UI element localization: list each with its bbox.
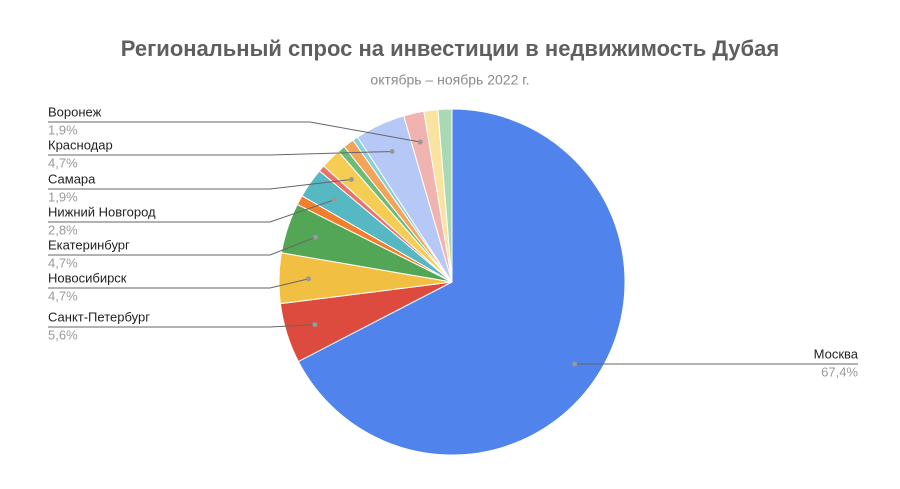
leader-dot: [305, 276, 311, 282]
leader-dot: [312, 322, 318, 328]
slice-value-label: 5,6%: [48, 327, 78, 342]
pie-slice: [437, 108, 453, 283]
slice-value-label: 4,7%: [48, 155, 78, 170]
leader-line: [48, 179, 352, 190]
leader-dot: [389, 149, 395, 155]
slice-value-label: 2,8%: [48, 222, 78, 237]
slice-value-label: 4,7%: [48, 255, 78, 270]
leader-dot: [417, 139, 423, 145]
slice-value-label: 4,7%: [48, 288, 78, 303]
slice-label: Краснодар: [48, 137, 113, 152]
slice-value-label: 1,9%: [48, 189, 78, 204]
slice-label: Москва: [814, 346, 859, 361]
slice-label: Воронеж: [48, 104, 102, 119]
leader-line: [48, 278, 309, 289]
chart-subtitle: октябрь – ноябрь 2022 г.: [370, 72, 529, 88]
leader-dot: [313, 234, 319, 240]
pie-slice: [297, 108, 626, 456]
slice-label: Екатеринбург: [48, 237, 130, 252]
slice-label: Самара: [48, 171, 96, 186]
slice-value-label: 67,4%: [821, 364, 858, 379]
leader-dot: [572, 361, 578, 367]
slice-value-label: 1,9%: [48, 122, 78, 137]
slice-label: Нижний Новгород: [48, 204, 156, 219]
leader-line: [48, 151, 393, 156]
chart-title: Региональный спрос на инвестиции в недви…: [121, 36, 779, 61]
slice-label: Санкт-Петербург: [48, 309, 150, 324]
leader-line: [48, 199, 335, 223]
slice-label: Новосибирск: [48, 270, 127, 285]
leader-line: [48, 324, 315, 328]
leader-dot: [348, 177, 354, 183]
leader-dot: [331, 197, 337, 203]
leader-line: [48, 236, 316, 256]
leader-line: [48, 121, 421, 143]
